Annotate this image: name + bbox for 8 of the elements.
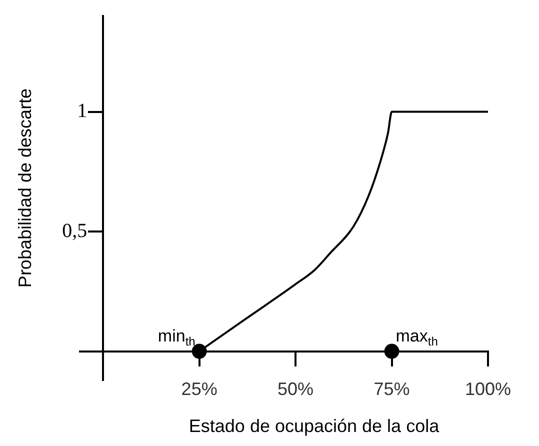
y-tick-label: 1 [77, 100, 88, 122]
y-tick-label: 0,5 [62, 220, 88, 242]
x-tick-label: 100% [464, 379, 512, 400]
x-tick-label: 75% [374, 379, 410, 400]
x-axis-title: Estado de ocupación de la cola [188, 416, 440, 436]
x-tick-label: 50% [278, 379, 314, 400]
y-axis-title: Probabilidad de descarte [14, 88, 35, 288]
x-tick-label: 25% [181, 379, 218, 400]
